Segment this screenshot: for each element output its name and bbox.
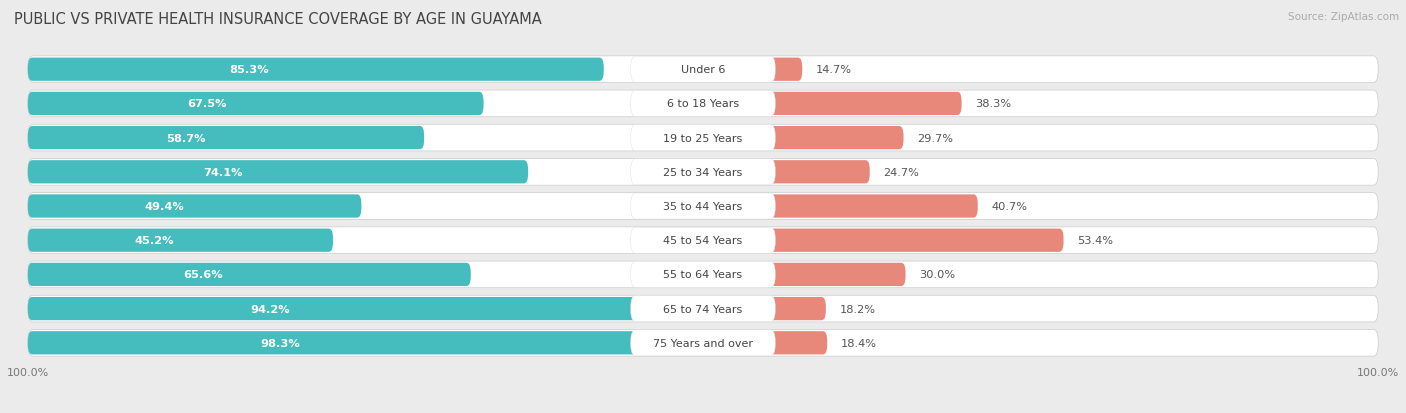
FancyBboxPatch shape bbox=[28, 296, 1378, 322]
FancyBboxPatch shape bbox=[28, 93, 484, 116]
FancyBboxPatch shape bbox=[631, 159, 775, 185]
Text: 58.7%: 58.7% bbox=[166, 133, 207, 143]
FancyBboxPatch shape bbox=[28, 159, 1378, 186]
Text: 75 Years and over: 75 Years and over bbox=[652, 338, 754, 348]
Text: 38.3%: 38.3% bbox=[976, 99, 1011, 109]
FancyBboxPatch shape bbox=[703, 93, 962, 116]
Text: 94.2%: 94.2% bbox=[250, 304, 290, 314]
Text: 74.1%: 74.1% bbox=[202, 167, 242, 177]
Text: 65.6%: 65.6% bbox=[183, 270, 222, 280]
FancyBboxPatch shape bbox=[703, 161, 870, 184]
FancyBboxPatch shape bbox=[703, 127, 904, 150]
FancyBboxPatch shape bbox=[28, 57, 1378, 83]
FancyBboxPatch shape bbox=[28, 195, 361, 218]
Text: PUBLIC VS PRIVATE HEALTH INSURANCE COVERAGE BY AGE IN GUAYAMA: PUBLIC VS PRIVATE HEALTH INSURANCE COVER… bbox=[14, 12, 541, 27]
FancyBboxPatch shape bbox=[631, 57, 775, 83]
FancyBboxPatch shape bbox=[28, 227, 1378, 254]
Text: 24.7%: 24.7% bbox=[883, 167, 920, 177]
Text: 49.4%: 49.4% bbox=[145, 202, 184, 211]
FancyBboxPatch shape bbox=[703, 331, 827, 355]
Text: 35 to 44 Years: 35 to 44 Years bbox=[664, 202, 742, 211]
Text: 14.7%: 14.7% bbox=[815, 65, 852, 75]
FancyBboxPatch shape bbox=[703, 58, 803, 82]
FancyBboxPatch shape bbox=[631, 296, 775, 322]
FancyBboxPatch shape bbox=[631, 330, 775, 356]
FancyBboxPatch shape bbox=[28, 91, 1378, 117]
FancyBboxPatch shape bbox=[28, 261, 1378, 288]
FancyBboxPatch shape bbox=[703, 195, 977, 218]
Text: 19 to 25 Years: 19 to 25 Years bbox=[664, 133, 742, 143]
Text: 18.2%: 18.2% bbox=[839, 304, 876, 314]
FancyBboxPatch shape bbox=[631, 194, 775, 219]
Text: 45.2%: 45.2% bbox=[135, 236, 174, 246]
FancyBboxPatch shape bbox=[631, 91, 775, 117]
Text: 18.4%: 18.4% bbox=[841, 338, 877, 348]
Text: 67.5%: 67.5% bbox=[187, 99, 226, 109]
FancyBboxPatch shape bbox=[703, 297, 825, 320]
Text: 30.0%: 30.0% bbox=[920, 270, 956, 280]
FancyBboxPatch shape bbox=[631, 125, 775, 151]
FancyBboxPatch shape bbox=[28, 127, 425, 150]
FancyBboxPatch shape bbox=[28, 193, 1378, 220]
FancyBboxPatch shape bbox=[28, 331, 692, 355]
FancyBboxPatch shape bbox=[28, 125, 1378, 152]
FancyBboxPatch shape bbox=[28, 161, 529, 184]
FancyBboxPatch shape bbox=[631, 262, 775, 288]
Text: 45 to 54 Years: 45 to 54 Years bbox=[664, 236, 742, 246]
FancyBboxPatch shape bbox=[703, 263, 905, 286]
Text: 25 to 34 Years: 25 to 34 Years bbox=[664, 167, 742, 177]
FancyBboxPatch shape bbox=[631, 228, 775, 254]
Text: 40.7%: 40.7% bbox=[991, 202, 1028, 211]
FancyBboxPatch shape bbox=[28, 58, 603, 82]
Text: 65 to 74 Years: 65 to 74 Years bbox=[664, 304, 742, 314]
Text: 55 to 64 Years: 55 to 64 Years bbox=[664, 270, 742, 280]
FancyBboxPatch shape bbox=[703, 229, 1063, 252]
Text: 6 to 18 Years: 6 to 18 Years bbox=[666, 99, 740, 109]
Text: 85.3%: 85.3% bbox=[229, 65, 269, 75]
Text: 98.3%: 98.3% bbox=[260, 338, 299, 348]
Text: 29.7%: 29.7% bbox=[917, 133, 953, 143]
FancyBboxPatch shape bbox=[28, 297, 664, 320]
FancyBboxPatch shape bbox=[28, 263, 471, 286]
FancyBboxPatch shape bbox=[28, 330, 1378, 356]
Text: 53.4%: 53.4% bbox=[1077, 236, 1114, 246]
Text: Under 6: Under 6 bbox=[681, 65, 725, 75]
FancyBboxPatch shape bbox=[28, 229, 333, 252]
Text: Source: ZipAtlas.com: Source: ZipAtlas.com bbox=[1288, 12, 1399, 22]
